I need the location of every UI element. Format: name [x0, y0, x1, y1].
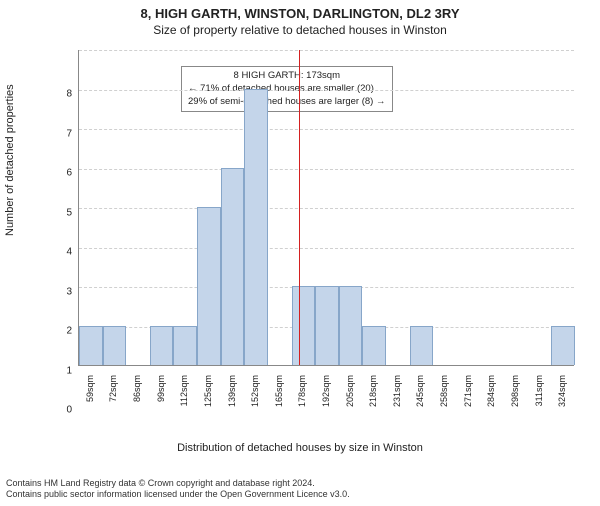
- plot-area: 8 HIGH GARTH: 173sqm ← 71% of detached h…: [78, 50, 574, 366]
- gridline: [79, 208, 574, 209]
- histogram-bar: [315, 286, 339, 365]
- x-tick-label: 271sqm: [463, 375, 473, 407]
- y-tick-label: 0: [52, 405, 72, 416]
- histogram-bar: [221, 168, 245, 366]
- x-tick-label: 178sqm: [297, 375, 307, 407]
- gridline: [79, 90, 574, 91]
- footer-attribution: Contains HM Land Registry data © Crown c…: [6, 478, 350, 501]
- y-tick-label: 4: [52, 247, 72, 258]
- histogram-bar: [339, 286, 363, 365]
- x-tick-label: 112sqm: [179, 375, 189, 406]
- x-tick-label: 139sqm: [227, 375, 237, 407]
- y-tick-label: 7: [52, 128, 72, 139]
- x-tick-label: 245sqm: [415, 375, 425, 407]
- x-tick-label: 311sqm: [534, 375, 544, 406]
- x-tick-label: 218sqm: [368, 375, 378, 407]
- y-tick-label: 5: [52, 207, 72, 218]
- x-tick-label: 192sqm: [321, 375, 331, 407]
- page-subtitle: Size of property relative to detached ho…: [0, 23, 600, 37]
- annotation-line1: 8 HIGH GARTH: 173sqm: [188, 70, 386, 83]
- x-tick-label: 298sqm: [510, 375, 520, 407]
- x-tick-label: 99sqm: [156, 375, 166, 402]
- histogram-bar: [103, 326, 127, 366]
- x-tick-label: 258sqm: [439, 375, 449, 407]
- footer-line1: Contains HM Land Registry data © Crown c…: [6, 478, 350, 489]
- x-tick-label: 86sqm: [132, 375, 142, 402]
- histogram-bar: [173, 326, 197, 366]
- x-tick-label: 125sqm: [203, 375, 213, 407]
- histogram-bar: [79, 326, 103, 366]
- gridline: [79, 129, 574, 130]
- y-tick-label: 8: [52, 89, 72, 100]
- histogram-bar: [362, 326, 386, 366]
- footer-line2: Contains public sector information licen…: [6, 489, 350, 500]
- x-tick-label: 152sqm: [250, 375, 260, 407]
- x-tick-label: 231sqm: [392, 375, 402, 407]
- gridline: [79, 169, 574, 170]
- histogram-bar: [150, 326, 174, 366]
- histogram-bar: [410, 326, 434, 366]
- x-tick-label: 165sqm: [274, 375, 284, 407]
- histogram-bar: [292, 286, 316, 365]
- y-axis-label: Number of detached properties: [4, 84, 16, 236]
- gridline: [79, 50, 574, 51]
- x-tick-label: 205sqm: [345, 375, 355, 407]
- chart-container: 8 HIGH GARTH: 173sqm ← 71% of detached h…: [44, 50, 574, 410]
- histogram-bar: [551, 326, 575, 366]
- y-tick-label: 1: [52, 365, 72, 376]
- y-tick-label: 3: [52, 286, 72, 297]
- histogram-bar: [244, 89, 268, 366]
- property-marker-line: [299, 50, 300, 365]
- page-title: 8, HIGH GARTH, WINSTON, DARLINGTON, DL2 …: [0, 6, 600, 21]
- annotation-line3: 29% of semi-detached houses are larger (…: [188, 96, 386, 109]
- x-tick-label: 324sqm: [557, 375, 567, 407]
- x-axis-label: Distribution of detached houses by size …: [0, 442, 600, 454]
- y-tick-label: 6: [52, 168, 72, 179]
- x-tick-label: 284sqm: [486, 375, 496, 407]
- x-tick-label: 72sqm: [108, 375, 118, 402]
- x-tick-label: 59sqm: [85, 375, 95, 402]
- gridline: [79, 248, 574, 249]
- histogram-bar: [197, 207, 221, 365]
- y-tick-label: 2: [52, 326, 72, 337]
